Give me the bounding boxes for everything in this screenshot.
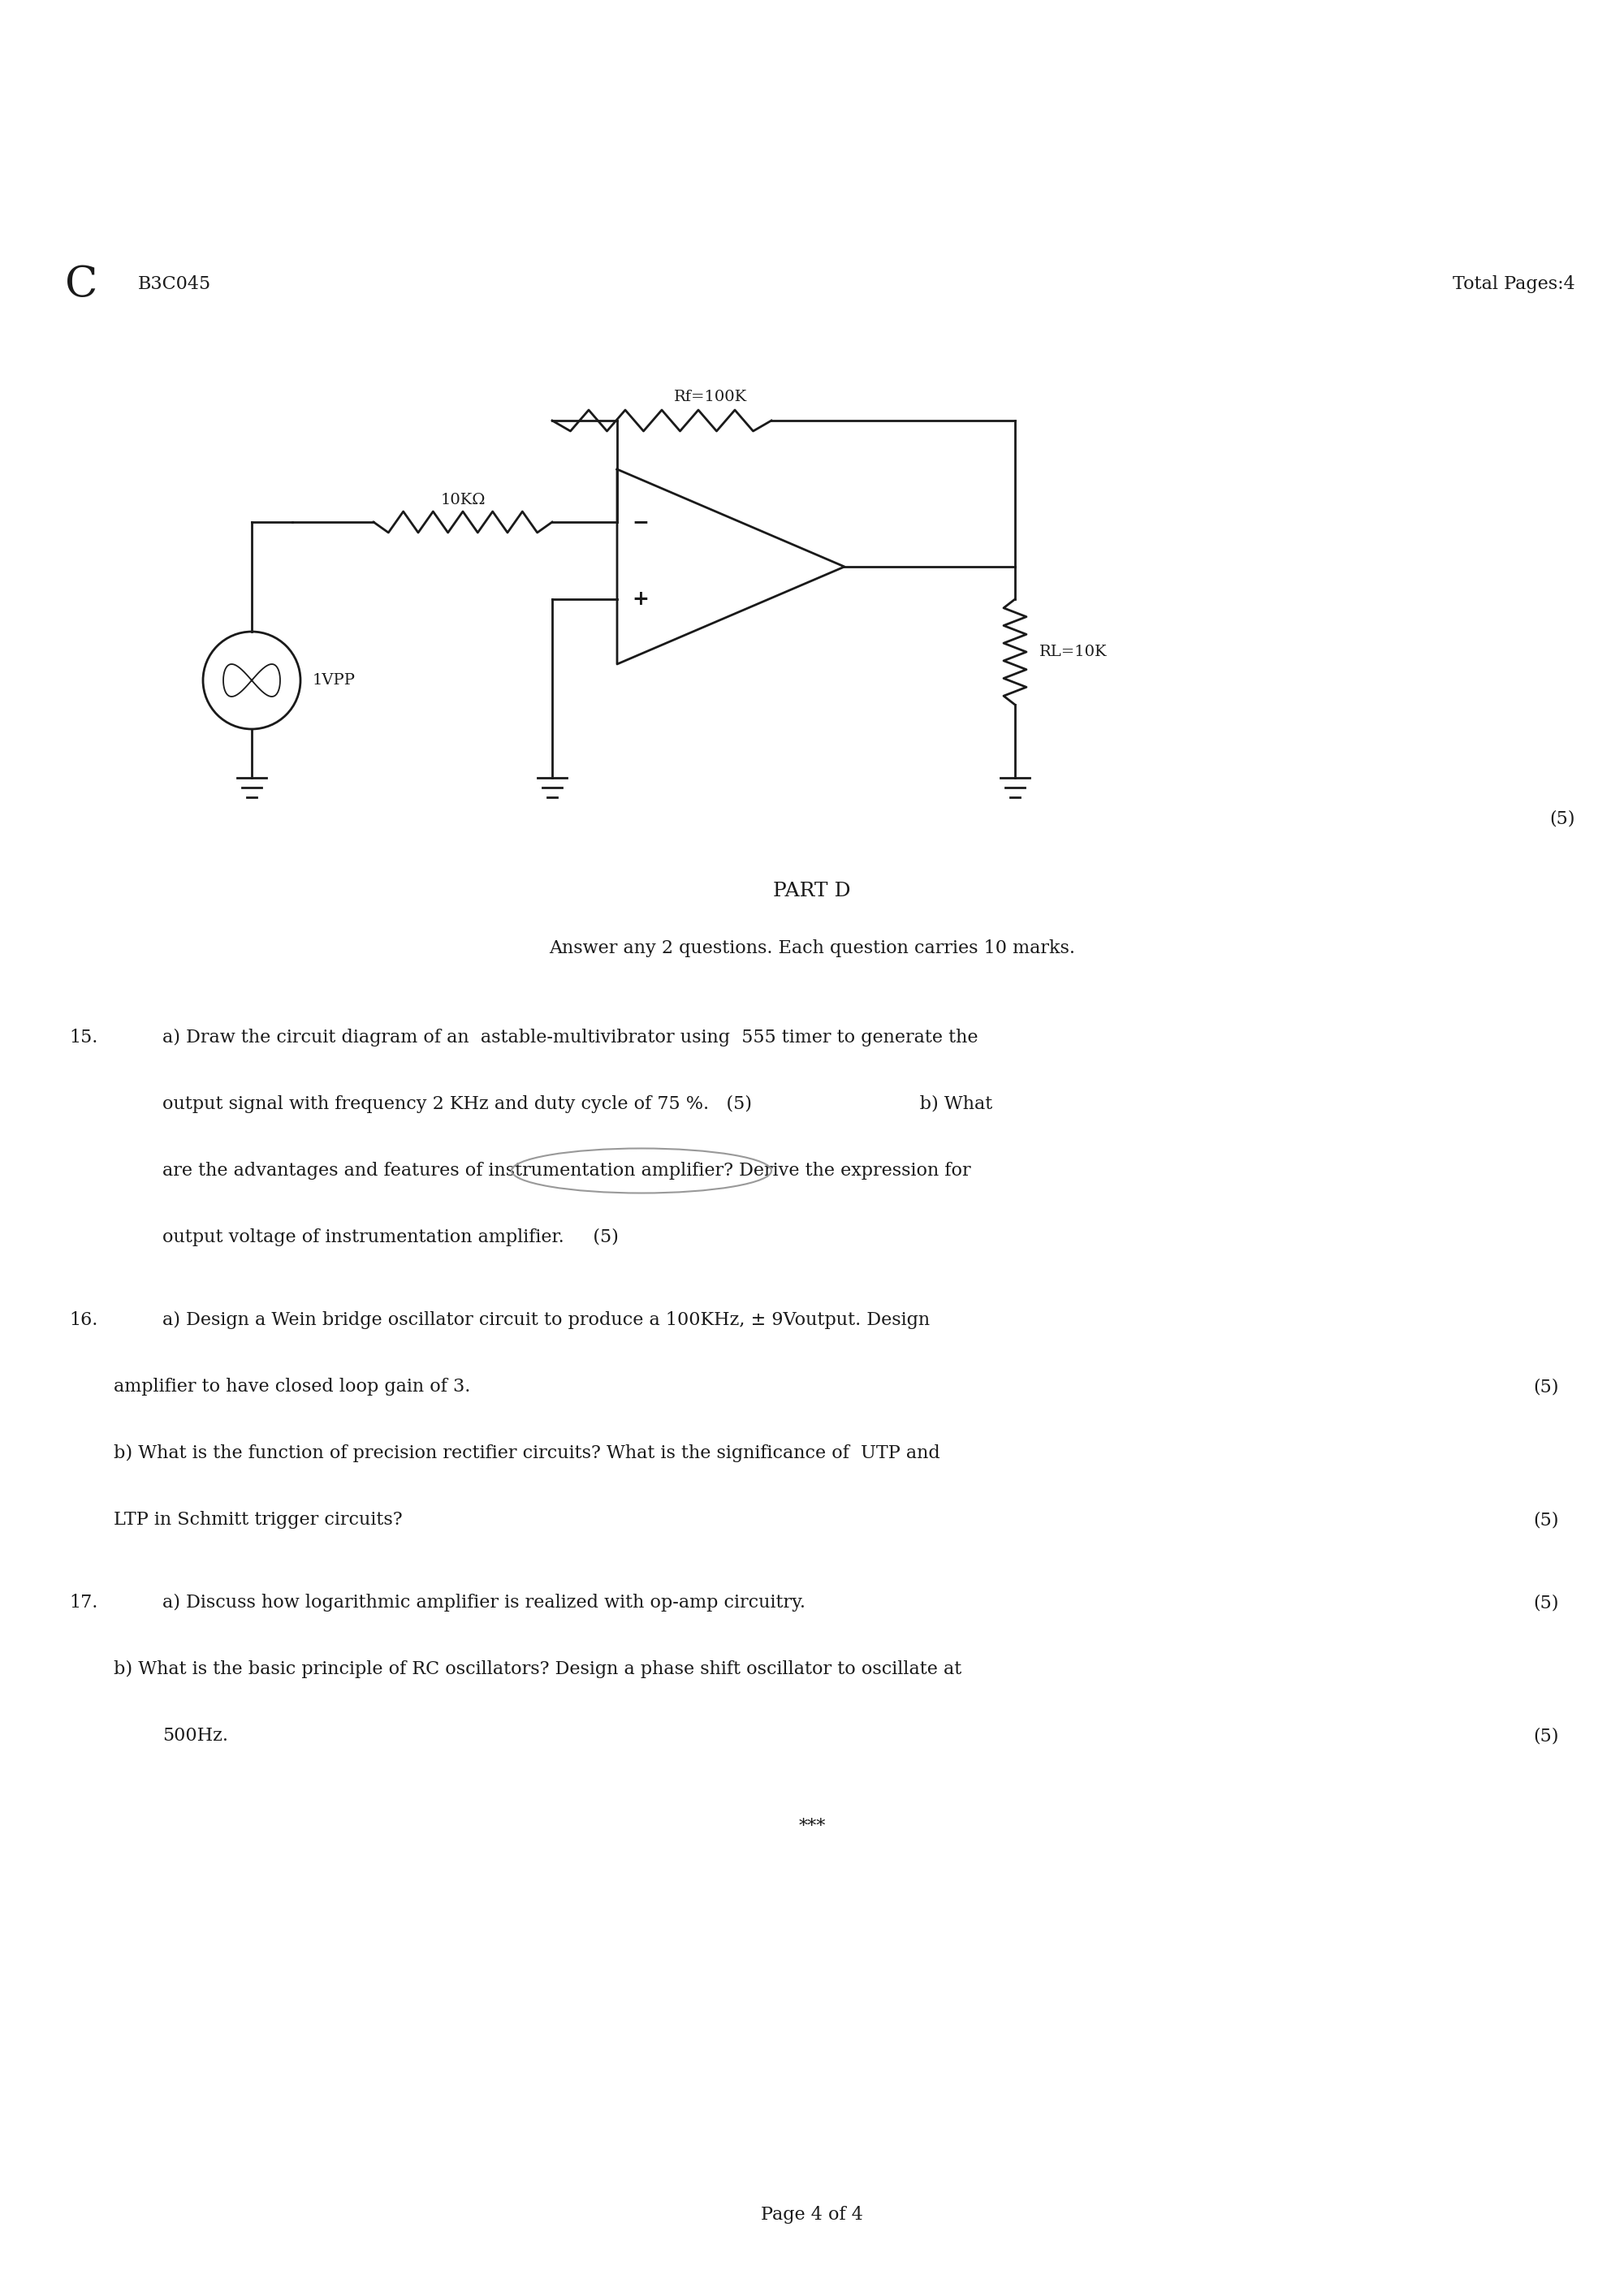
Text: RL=10K: RL=10K <box>1039 645 1108 659</box>
Text: (5): (5) <box>1533 1511 1559 1529</box>
Text: output voltage of instrumentation amplifier.     (5): output voltage of instrumentation amplif… <box>162 1228 619 1247</box>
Text: 1VPP: 1VPP <box>312 673 356 689</box>
Text: output signal with frequency 2 KHz and duty cycle of 75 %.   (5)                : output signal with frequency 2 KHz and d… <box>162 1095 992 1114</box>
Text: ***: *** <box>799 1818 825 1837</box>
Text: LTP in Schmitt trigger circuits?: LTP in Schmitt trigger circuits? <box>114 1511 403 1529</box>
Text: a) Draw the circuit diagram of an  astable-multivibrator using  555 timer to gen: a) Draw the circuit diagram of an astabl… <box>162 1029 978 1047</box>
Text: B3C045: B3C045 <box>138 276 211 294</box>
Text: +: + <box>632 590 648 608</box>
Text: (5): (5) <box>1533 1727 1559 1745</box>
Text: −: − <box>632 512 650 533</box>
Text: Total Pages:4: Total Pages:4 <box>1453 276 1575 294</box>
Text: a) Design a Wein bridge oscillator circuit to produce a 100KHz, ± 9Voutput. Desi: a) Design a Wein bridge oscillator circu… <box>162 1311 931 1329</box>
Text: 10KΩ: 10KΩ <box>440 494 486 507</box>
Text: (5): (5) <box>1549 810 1575 827</box>
Text: are the advantages and features of instrumentation amplifier? Derive the express: are the advantages and features of instr… <box>162 1162 971 1180</box>
Text: 15.: 15. <box>68 1029 97 1047</box>
Text: (5): (5) <box>1533 1593 1559 1612</box>
Text: 500Hz.: 500Hz. <box>162 1727 227 1745</box>
Text: Answer any 2 questions. Each question carries 10 marks.: Answer any 2 questions. Each question ca… <box>549 939 1075 957</box>
Text: a) Discuss how logarithmic amplifier is realized with op-amp circuitry.: a) Discuss how logarithmic amplifier is … <box>162 1593 806 1612</box>
Text: amplifier to have closed loop gain of 3.: amplifier to have closed loop gain of 3. <box>114 1378 471 1396</box>
Text: (5): (5) <box>1533 1378 1559 1396</box>
Text: Rf=100K: Rf=100K <box>674 390 747 404</box>
Text: b) What is the basic principle of RC oscillators? Design a phase shift oscillato: b) What is the basic principle of RC osc… <box>114 1660 961 1678</box>
Text: C: C <box>65 264 97 305</box>
Text: Page 4 of 4: Page 4 of 4 <box>762 2206 862 2225</box>
Text: 17.: 17. <box>68 1593 97 1612</box>
Text: b) What is the function of precision rectifier circuits? What is the significanc: b) What is the function of precision rec… <box>114 1444 940 1463</box>
Text: PART D: PART D <box>773 882 851 900</box>
Text: 16.: 16. <box>68 1311 97 1329</box>
